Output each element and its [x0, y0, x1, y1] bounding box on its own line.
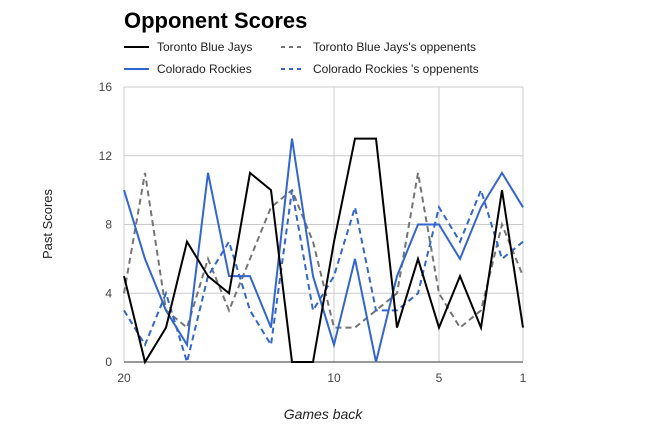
x-tick-label: 20	[117, 371, 131, 385]
y-tick-label: 16	[99, 80, 113, 94]
y-tick-label: 0	[105, 355, 112, 369]
legend-item-colorado-rockies-oppenents[interactable]: Colorado Rockies 's oppenents	[281, 62, 479, 76]
legend-item-toronto-blue-jays-oppenents[interactable]: Toronto Blue Jays's oppenents	[281, 40, 476, 54]
legend-label: Toronto Blue Jays	[157, 40, 252, 54]
gridlines	[123, 86, 524, 363]
y-tick-label: 12	[99, 149, 113, 163]
legend-label: Colorado Rockies 's oppenents	[313, 62, 479, 76]
legend-item-toronto-blue-jays[interactable]: Toronto Blue Jays	[124, 40, 252, 54]
x-axis-tick-labels: 20 10 5 1	[117, 371, 526, 385]
x-tick-label: 1	[520, 371, 527, 385]
x-tick-label: 5	[436, 371, 443, 385]
x-tick-label: 10	[327, 371, 341, 385]
series-lines	[123, 137, 524, 366]
x-axis-label: Games back	[284, 406, 364, 422]
legend-label: Toronto Blue Jays's oppenents	[313, 40, 476, 54]
legend: Toronto Blue Jays Toronto Blue Jays's op…	[124, 40, 479, 76]
y-axis-label: Past Scores	[40, 188, 55, 259]
legend-label: Colorado Rockies	[157, 62, 252, 76]
chart-title: Opponent Scores	[124, 8, 307, 33]
y-tick-label: 4	[105, 286, 112, 300]
series-line-colorado-rockies[interactable]	[123, 138, 524, 363]
y-axis-tick-labels: 0 4 8 12 16	[99, 80, 113, 369]
y-tick-label: 8	[105, 218, 112, 232]
legend-item-colorado-rockies[interactable]: Colorado Rockies	[124, 62, 252, 76]
series-line-colorado-rockies-s-oppenents[interactable]	[123, 187, 524, 366]
series-line-toronto-blue-jays[interactable]	[123, 137, 524, 365]
